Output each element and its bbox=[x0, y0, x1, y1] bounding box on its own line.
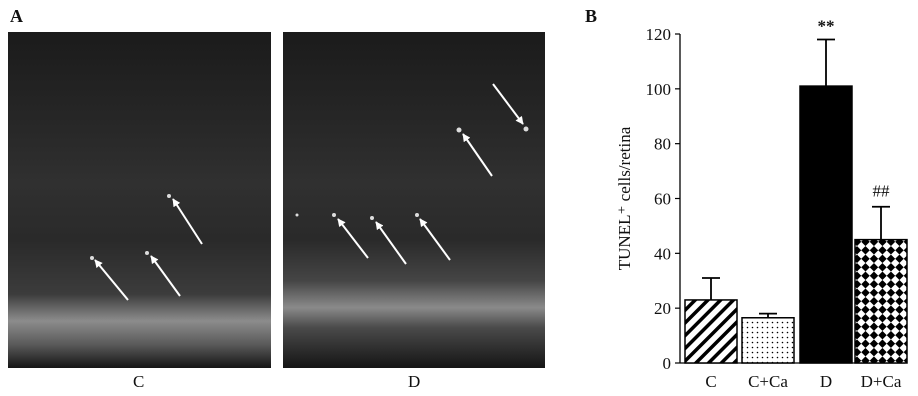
y-tick-label: 0 bbox=[663, 354, 672, 373]
y-tick-label: 100 bbox=[646, 80, 672, 99]
y-axis-label: TUNEL⁺ cells/retina bbox=[615, 126, 634, 270]
panel-b-letter: B bbox=[585, 6, 598, 26]
bar-chart: 0 20 40 60 80 100 120 TUNEL⁺ cells/retina C C+Ca D… bbox=[615, 16, 908, 391]
y-tick-label: 80 bbox=[654, 135, 671, 154]
x-tick-label: C bbox=[705, 372, 716, 391]
significance-annotation: ** bbox=[818, 16, 835, 35]
micrograph-control bbox=[8, 32, 271, 368]
bar-C+Ca bbox=[741, 317, 795, 364]
bar-D bbox=[799, 85, 853, 364]
y-tick-label: 60 bbox=[654, 190, 671, 209]
y-tick-label: 40 bbox=[654, 244, 671, 263]
panel-a-letter: A bbox=[10, 6, 23, 26]
x-tick-label: D+Ca bbox=[861, 372, 902, 391]
micrograph-diabetic bbox=[283, 32, 545, 368]
bars bbox=[684, 38, 908, 364]
bar-C bbox=[684, 299, 738, 364]
labels: 0 20 40 60 80 100 120 TUNEL⁺ cells/retina C C+Ca D… bbox=[615, 16, 902, 391]
x-tick-label: D bbox=[820, 372, 832, 391]
significance-annotation: ## bbox=[873, 182, 891, 201]
x-tick-label: C+Ca bbox=[748, 372, 788, 391]
bar-D+Ca bbox=[854, 238, 908, 364]
micrograph-diabetic-label: D bbox=[408, 372, 421, 391]
micrograph-control-label: C bbox=[133, 372, 145, 391]
y-tick-label: 20 bbox=[654, 299, 671, 318]
y-tick-label: 120 bbox=[646, 25, 672, 44]
